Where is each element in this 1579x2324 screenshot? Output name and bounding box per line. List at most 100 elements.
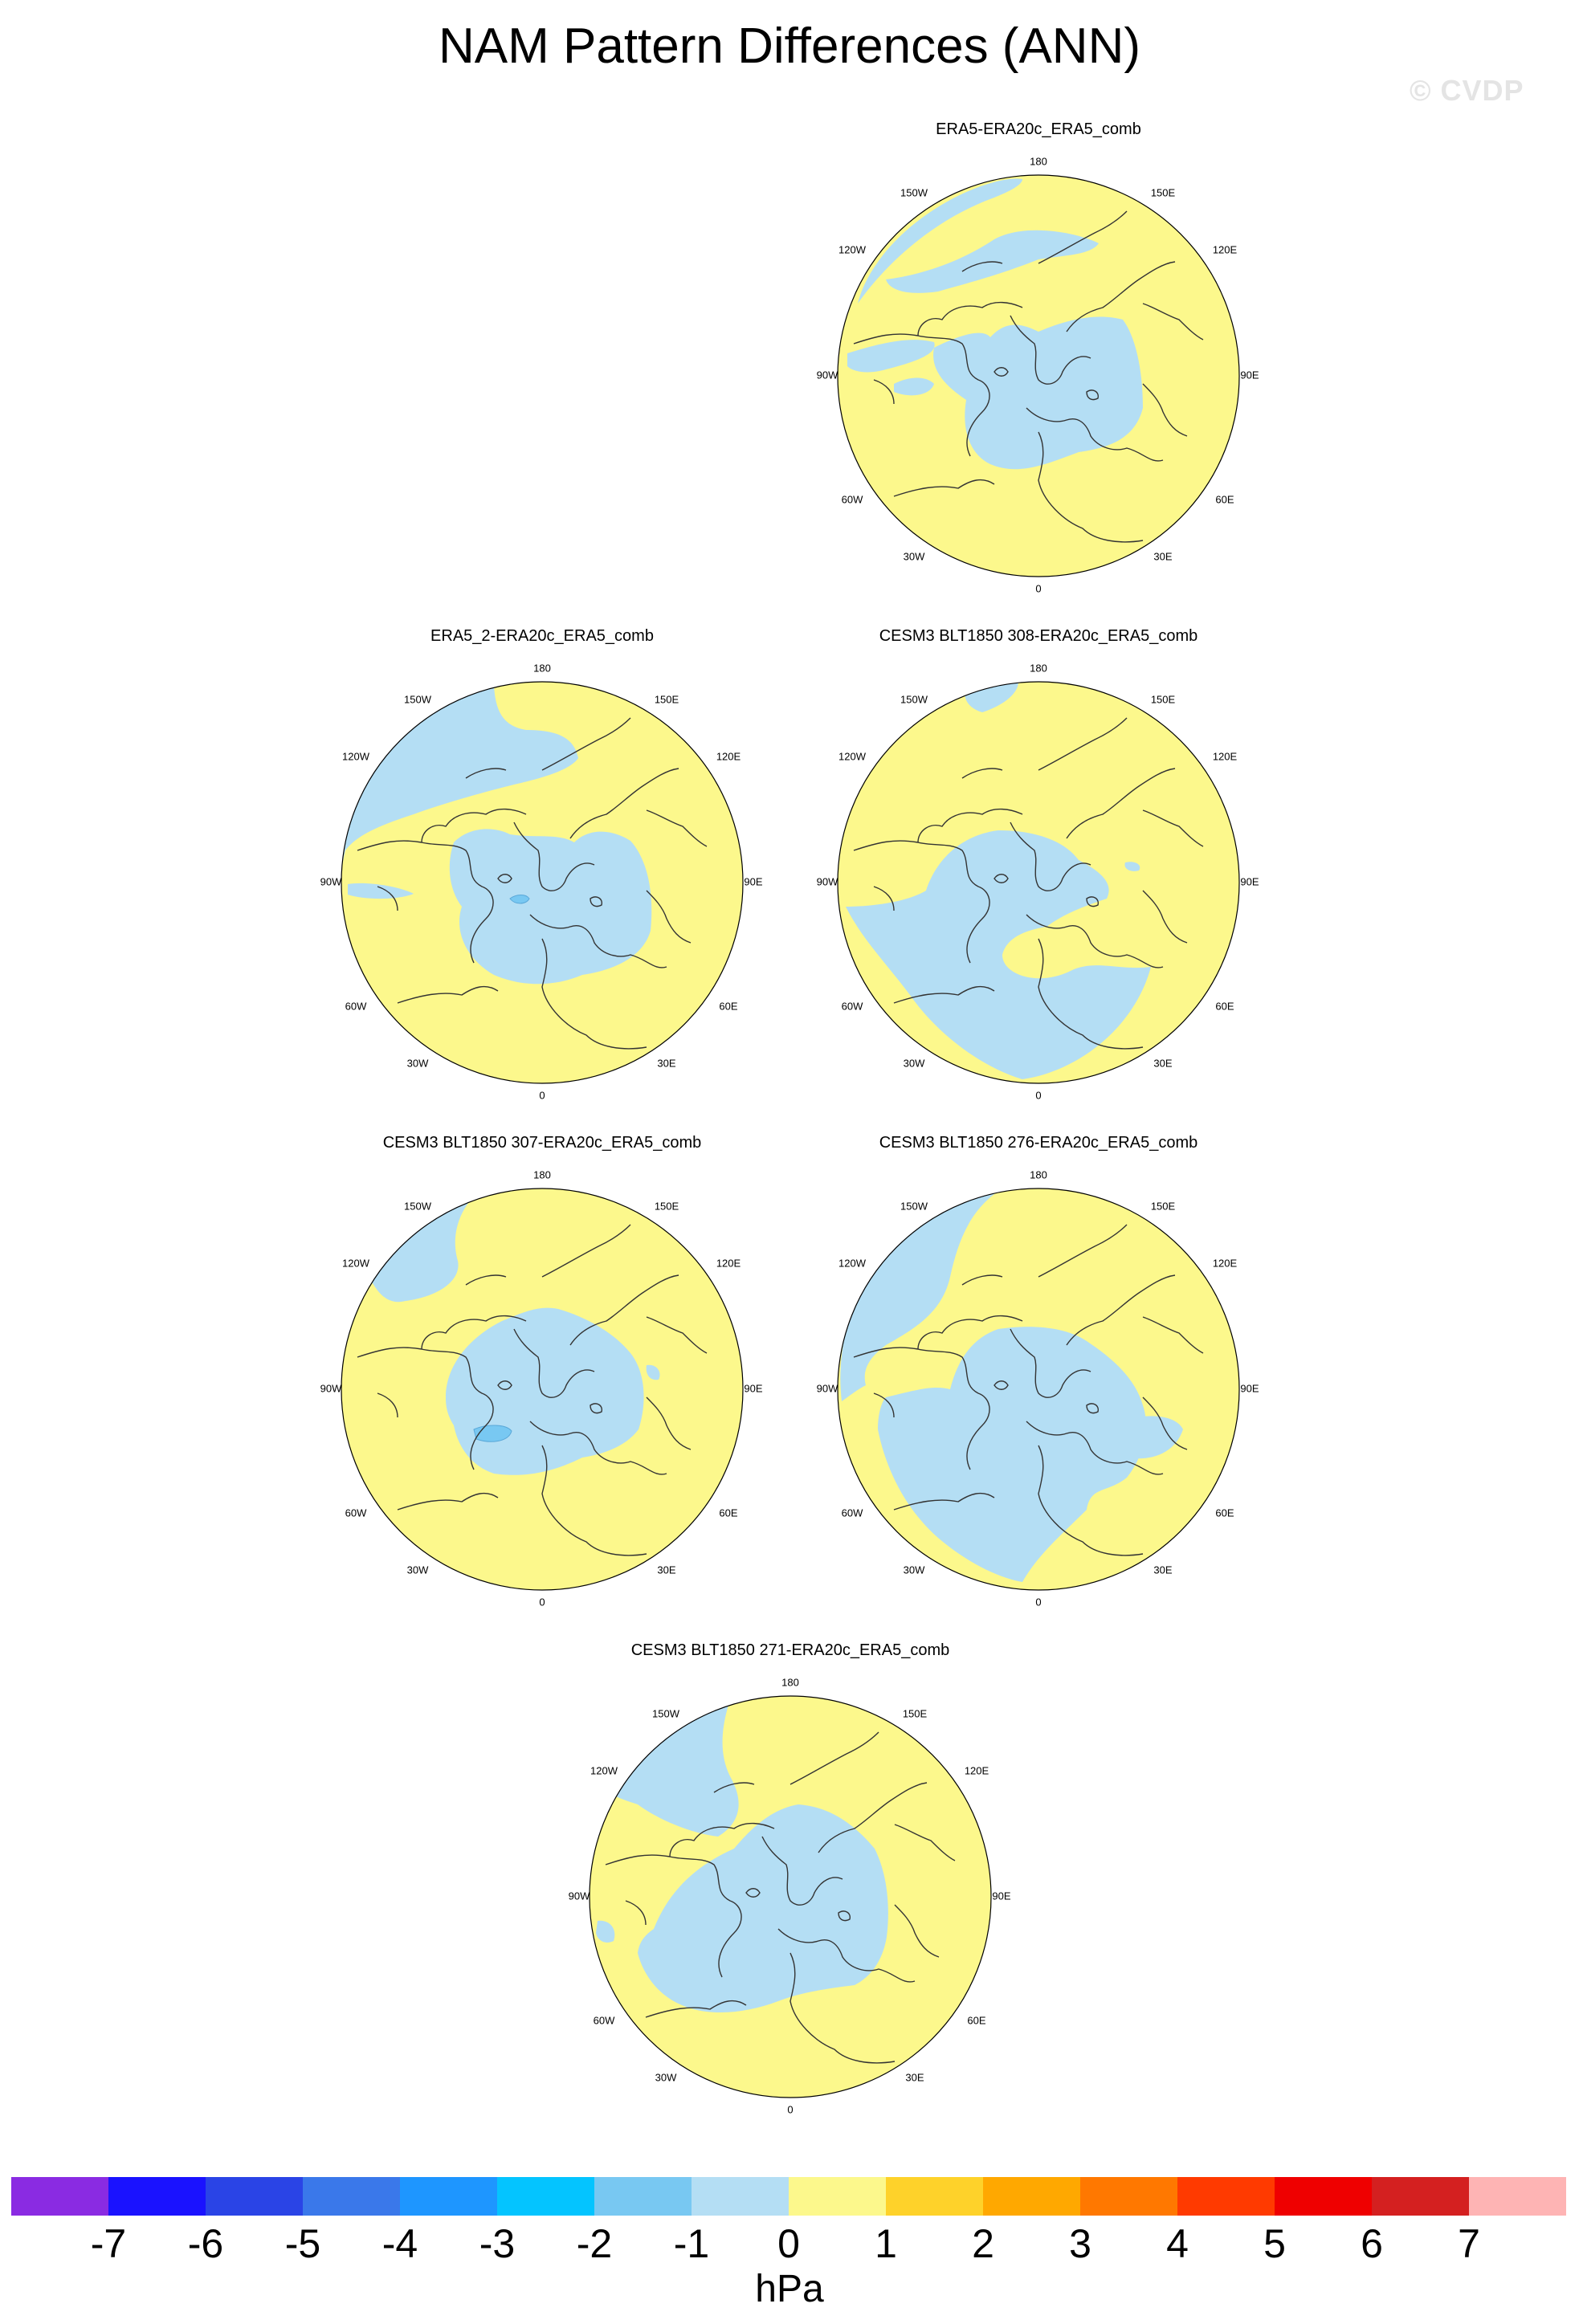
negative-region bbox=[846, 830, 1151, 1079]
coastline bbox=[1038, 717, 1128, 771]
longitude-label: 0 bbox=[787, 2103, 793, 2115]
coastline bbox=[513, 822, 595, 891]
coastline bbox=[761, 1836, 843, 1906]
longitude-label: 150E bbox=[1151, 1200, 1176, 1212]
longitude-label: 60W bbox=[345, 1000, 367, 1012]
polar-map-6: 180 150E 120E 90E 60E 30E 0 30W 60W 90W 120W 150W bbox=[569, 1676, 1011, 2115]
coastline bbox=[853, 1347, 990, 1470]
longitude-label: 90W bbox=[817, 875, 838, 887]
coastline bbox=[541, 1445, 647, 1556]
coastline bbox=[1086, 896, 1099, 907]
coastline bbox=[529, 1421, 667, 1475]
strong-negative-region bbox=[509, 895, 530, 904]
negative-region bbox=[1124, 862, 1140, 871]
watermark: © CVDP bbox=[1410, 74, 1524, 107]
negative-region bbox=[610, 1700, 739, 1837]
coastline bbox=[961, 261, 1003, 272]
longitude-label: 150W bbox=[652, 1707, 680, 1719]
longitude-label: 30W bbox=[904, 1564, 925, 1576]
longitude-label: 120E bbox=[1213, 750, 1238, 762]
coastline bbox=[917, 301, 1023, 336]
map-fill bbox=[838, 1189, 1239, 1590]
coastline bbox=[893, 1492, 995, 1511]
longitude-label: 180 bbox=[533, 662, 551, 674]
map-border bbox=[341, 681, 744, 1084]
negative-region bbox=[596, 1920, 615, 1943]
coastline bbox=[377, 1392, 398, 1418]
coastline bbox=[645, 2000, 747, 2018]
colorbar-box bbox=[594, 2177, 692, 2216]
coastlines bbox=[853, 1224, 1204, 1556]
longitude-label: 60E bbox=[1215, 493, 1234, 505]
coastline bbox=[1026, 914, 1164, 968]
coastline bbox=[541, 938, 647, 1050]
coastline bbox=[961, 768, 1003, 779]
map-panel-1: ERA5-ERA20c_ERA5_comb 180 150E 120E 90E 60E 3… bbox=[798, 119, 1279, 609]
longitude-label: 90E bbox=[1240, 875, 1259, 887]
longitude-label: 150W bbox=[900, 693, 928, 705]
longitude-label: 0 bbox=[539, 1596, 545, 1608]
coastline bbox=[541, 1224, 631, 1278]
colorbar-box bbox=[400, 2177, 497, 2216]
longitude-label: 90E bbox=[1240, 1382, 1259, 1394]
coastline bbox=[625, 1900, 647, 1926]
coastline bbox=[853, 840, 990, 964]
coastline bbox=[893, 985, 995, 1004]
coastline bbox=[569, 1274, 679, 1346]
longitude-label: 30E bbox=[657, 1057, 675, 1069]
coastline bbox=[894, 1824, 956, 1861]
longitude-label: 30W bbox=[407, 1564, 429, 1576]
coastline bbox=[790, 1731, 879, 1785]
negative-region bbox=[1117, 1416, 1183, 1459]
coastline bbox=[1010, 822, 1091, 891]
longitude-label: 0 bbox=[539, 1089, 545, 1101]
colorbar-box bbox=[886, 2177, 983, 2216]
longitude-label: 60E bbox=[1215, 1507, 1234, 1519]
longitude-label: 90E bbox=[1240, 369, 1259, 381]
coastline bbox=[1086, 389, 1099, 401]
coastline bbox=[1038, 1445, 1144, 1556]
negative-region bbox=[638, 1804, 888, 2013]
panel-title: CESM3 BLT1850 271-ERA20c_ERA5_comb bbox=[630, 1641, 950, 1659]
map-border bbox=[837, 174, 1240, 577]
longitude-label: 150E bbox=[655, 693, 679, 705]
panel-title: CESM3 BLT1850 276-ERA20c_ERA5_comb bbox=[879, 1134, 1198, 1152]
colorbar-tick-label: -5 bbox=[284, 2221, 321, 2266]
coastline bbox=[646, 1316, 708, 1354]
map-panel-5: CESM3 BLT1850 276-ERA20c_ERA5_comb 180 15… bbox=[798, 1132, 1279, 1622]
longitude-label: 60W bbox=[842, 1507, 863, 1519]
coastline bbox=[497, 874, 512, 883]
colorbar-box bbox=[206, 2177, 303, 2216]
longitude-label: 0 bbox=[1035, 1596, 1041, 1608]
longitude-label: 150E bbox=[655, 1200, 679, 1212]
coastline bbox=[605, 1854, 742, 1978]
colorbar-tick-label: -3 bbox=[479, 2221, 516, 2266]
coastlines bbox=[853, 717, 1204, 1050]
longitude-label: 60W bbox=[345, 1507, 367, 1519]
colorbar-box bbox=[983, 2177, 1080, 2216]
coastline bbox=[541, 717, 631, 771]
longitude-label: 60E bbox=[1215, 1000, 1234, 1012]
map-border bbox=[341, 1188, 744, 1591]
colorbar-box bbox=[497, 2177, 594, 2216]
coastline bbox=[994, 874, 1009, 883]
longitude-label: 120E bbox=[1213, 1257, 1238, 1269]
coastline bbox=[873, 379, 895, 405]
longitude-label: 60E bbox=[719, 1507, 737, 1519]
coastline bbox=[838, 1910, 851, 1922]
coastline bbox=[569, 768, 679, 839]
colorbar-box bbox=[1177, 2177, 1275, 2216]
coastline bbox=[397, 1492, 499, 1511]
page-title: NAM Pattern Differences (ANN) bbox=[439, 18, 1140, 74]
longitude-label: 90W bbox=[320, 875, 342, 887]
longitude-label: 30E bbox=[1153, 550, 1172, 562]
negative-region bbox=[933, 316, 1143, 470]
longitude-label: 120W bbox=[838, 1257, 867, 1269]
coastline bbox=[873, 886, 895, 911]
colorbar-box bbox=[303, 2177, 400, 2216]
map-panel-4: CESM3 BLT1850 307-ERA20c_ERA5_comb 180 15… bbox=[301, 1132, 783, 1622]
coastline bbox=[1038, 431, 1144, 543]
longitude-label: 150W bbox=[900, 1200, 928, 1212]
colorbar-tick-label: 3 bbox=[1069, 2221, 1091, 2266]
longitude-label: 150E bbox=[1151, 693, 1176, 705]
